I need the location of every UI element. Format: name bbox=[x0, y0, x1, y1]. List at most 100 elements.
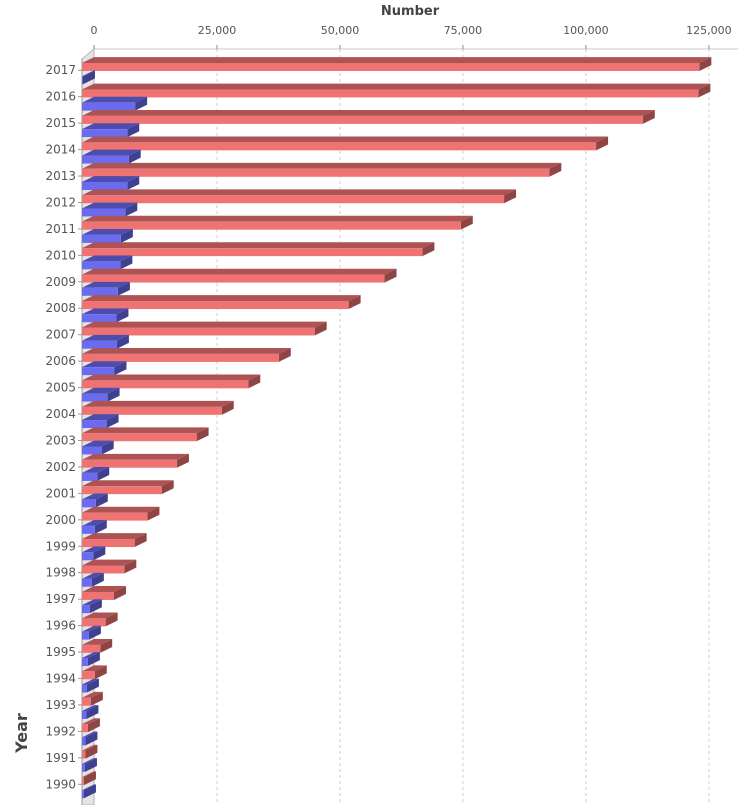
bar-top bbox=[82, 691, 103, 698]
bar bbox=[82, 618, 106, 627]
y-tick-label: 2000 bbox=[45, 513, 76, 527]
bar-end bbox=[196, 427, 209, 442]
bar-end bbox=[278, 348, 291, 362]
bar-top bbox=[82, 612, 118, 619]
bar-end bbox=[460, 215, 473, 230]
y-tick-label: 1996 bbox=[45, 619, 76, 633]
bar-end bbox=[83, 784, 96, 799]
bar-end bbox=[93, 546, 106, 561]
bar-end bbox=[134, 533, 147, 548]
bar-top bbox=[82, 784, 96, 791]
bar-end bbox=[127, 176, 140, 191]
bar bbox=[82, 433, 197, 442]
y-tick-label: 1991 bbox=[45, 751, 76, 765]
bar-top bbox=[82, 440, 114, 447]
bar-end bbox=[87, 718, 100, 733]
bar-top bbox=[82, 453, 189, 460]
bar bbox=[82, 658, 88, 667]
bar bbox=[82, 631, 89, 640]
bar-end bbox=[116, 334, 129, 349]
gridlines bbox=[216, 49, 710, 805]
bar-end bbox=[86, 705, 99, 719]
bar bbox=[82, 287, 118, 296]
y-tick-label: 2015 bbox=[45, 116, 76, 130]
y-tick-label: 2014 bbox=[45, 143, 76, 157]
bar bbox=[82, 353, 279, 362]
bar-end bbox=[86, 678, 99, 693]
y-tick-label: 2011 bbox=[45, 222, 76, 236]
bar bbox=[82, 221, 461, 230]
bar bbox=[82, 234, 121, 243]
bar-end bbox=[248, 374, 261, 389]
bar-top bbox=[82, 678, 99, 685]
bar bbox=[82, 63, 700, 71]
bar bbox=[82, 248, 423, 257]
bar-top bbox=[82, 731, 98, 738]
bar-top bbox=[82, 229, 133, 235]
bar-end bbox=[90, 691, 103, 706]
y-axis-ticks: 2017 2016 2015 2014 2013 2012 2011 2010 2009 2008… bbox=[45, 63, 82, 791]
bar-top bbox=[82, 83, 711, 90]
bar bbox=[82, 605, 90, 614]
y-tick-label: 1992 bbox=[45, 724, 76, 738]
bar-top bbox=[82, 268, 397, 275]
bar-end bbox=[125, 202, 138, 217]
bar-end bbox=[87, 652, 100, 667]
bar bbox=[82, 89, 699, 98]
x-tick-label: 0 bbox=[91, 24, 98, 37]
x-axis-ticks: 0 25,000 50,000 75,000 100,000 125,000 bbox=[91, 24, 732, 49]
bar bbox=[82, 195, 505, 204]
y-tick-label: 2005 bbox=[45, 381, 76, 395]
bar-end bbox=[314, 321, 327, 336]
bar-top bbox=[82, 321, 327, 328]
bar-top bbox=[82, 189, 517, 196]
bar bbox=[82, 340, 117, 349]
bar-end bbox=[97, 467, 110, 481]
bar-top bbox=[82, 202, 138, 209]
bar bbox=[82, 327, 315, 336]
bar bbox=[82, 684, 87, 693]
bar-end bbox=[100, 638, 113, 653]
bar-end bbox=[88, 625, 101, 640]
y-tick-label: 2010 bbox=[45, 248, 76, 262]
bar bbox=[82, 565, 125, 574]
bar-end bbox=[549, 162, 562, 177]
bar-top bbox=[82, 242, 435, 249]
bar-end bbox=[82, 70, 95, 85]
bar-end bbox=[105, 612, 118, 627]
bar-end bbox=[147, 506, 160, 521]
bar-end bbox=[504, 189, 517, 204]
bar bbox=[82, 406, 222, 415]
bar-end bbox=[91, 572, 104, 587]
x-tick-label: 125,000 bbox=[686, 24, 732, 37]
bar bbox=[82, 512, 148, 521]
bar bbox=[82, 644, 101, 653]
bar bbox=[82, 697, 91, 706]
bar-end bbox=[106, 414, 119, 429]
bar-top bbox=[82, 295, 361, 302]
bar bbox=[82, 420, 107, 429]
bar-end bbox=[642, 110, 655, 124]
bar-end bbox=[221, 400, 234, 415]
bar-top bbox=[82, 638, 113, 645]
y-tick-label: 2002 bbox=[45, 460, 76, 474]
y-tick-label: 1994 bbox=[45, 672, 76, 686]
bar-top bbox=[82, 586, 126, 592]
bar-end bbox=[94, 665, 107, 680]
plot-frame bbox=[81, 47, 738, 805]
bar-top bbox=[82, 57, 712, 63]
bar bbox=[82, 750, 86, 759]
bar-top bbox=[82, 215, 473, 222]
y-tick-label: 1997 bbox=[45, 592, 76, 606]
bar-end bbox=[596, 136, 609, 151]
bar-end bbox=[176, 453, 189, 468]
bar-end bbox=[422, 242, 435, 257]
bar-top bbox=[82, 771, 96, 778]
y-tick-label: 2007 bbox=[45, 328, 76, 342]
bar-top bbox=[82, 493, 108, 500]
bar-end bbox=[83, 771, 96, 786]
bar-end bbox=[114, 361, 127, 376]
bar-end bbox=[698, 83, 711, 98]
bar-end bbox=[161, 480, 174, 495]
